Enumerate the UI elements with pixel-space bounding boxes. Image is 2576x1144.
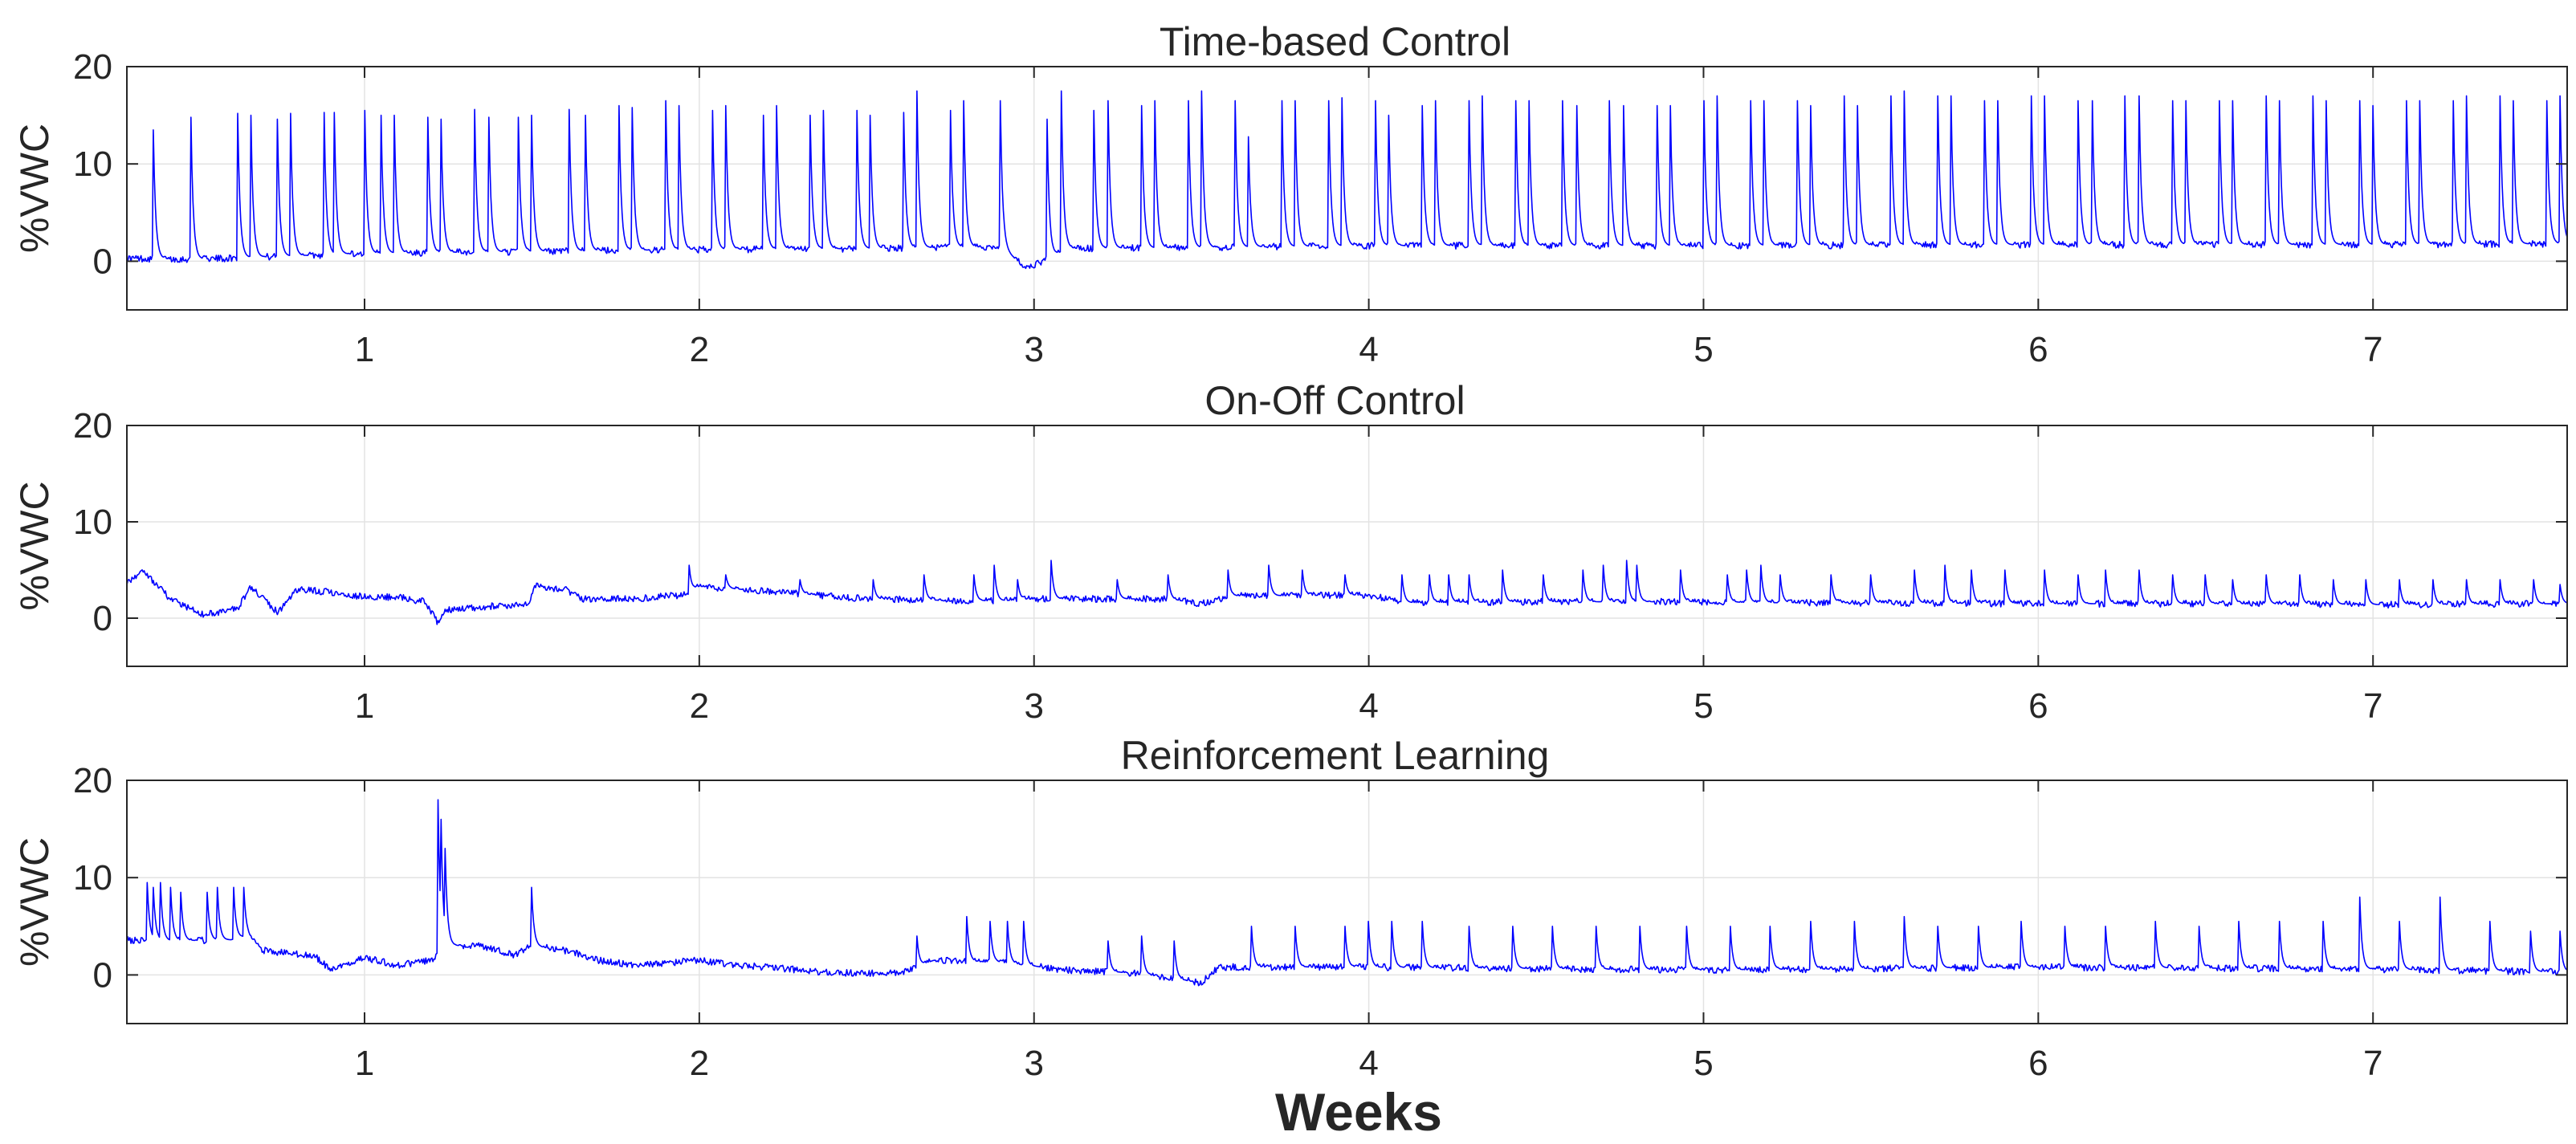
y-tick-label: 10 [73, 503, 112, 542]
axes-frame [126, 66, 2568, 311]
x-tick-label: 6 [2028, 1044, 2048, 1083]
x-tick-label: 1 [355, 686, 374, 726]
y-tick-label: 10 [73, 858, 112, 898]
x-tick-label: 3 [1024, 686, 1043, 726]
panel-title: Reinforcement Learning [1121, 733, 1550, 778]
y-tick-label: 20 [73, 406, 112, 446]
x-tick-label: 4 [1359, 686, 1378, 726]
series-line [126, 90, 2568, 270]
x-tick-label: 5 [1694, 686, 1713, 726]
x-tick-label: 2 [690, 1044, 709, 1083]
panel-reinforcement-learning: 1 2 3 4 5 6 7 0 10 20 Reinforcement Learning %VWC [12, 733, 2568, 1083]
y-tick-label: 20 [73, 761, 112, 800]
y-axis-label: %VWC [12, 837, 57, 967]
axes-frame [126, 425, 2568, 667]
x-tick-label: 4 [1359, 1044, 1378, 1083]
x-tick-label: 1 [355, 1044, 374, 1083]
y-tick-label: 0 [93, 242, 112, 281]
panel-title: Time-based Control [1160, 19, 1510, 64]
x-tick-label: 5 [1694, 330, 1713, 369]
x-tick-label: 5 [1694, 1044, 1713, 1083]
series-line [126, 560, 2568, 625]
series-line [126, 799, 2568, 987]
y-tick-label: 10 [73, 145, 112, 184]
panel-on-off-control: 1 2 3 4 5 6 7 0 10 20 On-Off Control %VWC [12, 378, 2568, 726]
x-tick-label: 7 [2363, 330, 2382, 369]
y-tick-label: 0 [93, 955, 112, 995]
y-axis-label: %VWC [12, 124, 57, 253]
y-tick-label: 20 [73, 47, 112, 87]
y-axis-label: %VWC [12, 481, 57, 610]
x-tick-label: 6 [2028, 686, 2048, 726]
x-tick-label: 7 [2363, 1044, 2382, 1083]
y-tick-label: 0 [93, 599, 112, 638]
panel-time-based-control: 1 2 3 4 5 6 7 0 10 20 Time-based Control %VWC [12, 19, 2568, 369]
axes-frame [126, 780, 2568, 1024]
x-tick-label: 3 [1024, 330, 1043, 369]
x-tick-label: 2 [690, 330, 709, 369]
x-tick-label: 3 [1024, 1044, 1043, 1083]
x-axis-label: Weeks [1275, 1082, 1442, 1142]
x-tick-label: 1 [355, 330, 374, 369]
panel-title: On-Off Control [1204, 378, 1465, 423]
x-tick-label: 6 [2028, 330, 2048, 369]
x-tick-label: 2 [690, 686, 709, 726]
x-tick-label: 4 [1359, 330, 1378, 369]
x-tick-label: 7 [2363, 686, 2382, 726]
